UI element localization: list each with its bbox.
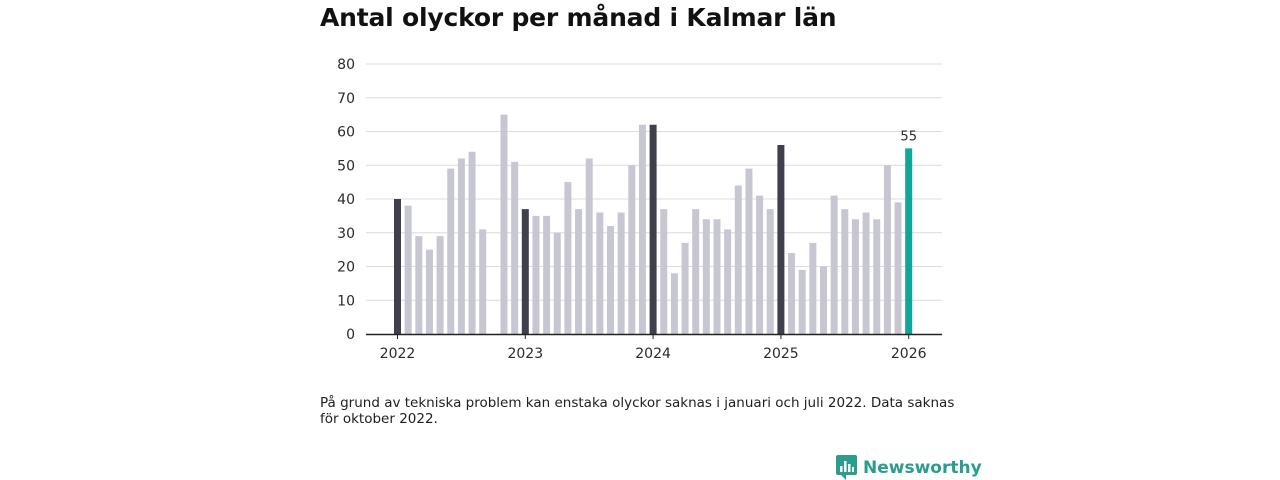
bar-2025-07 [841, 209, 849, 334]
y-axis-ticks: 0 10 20 30 40 50 60 70 80 [337, 57, 355, 343]
bar-2024-10 [745, 168, 753, 334]
bar-2025-05 [820, 266, 827, 334]
bar-2023-06 [575, 209, 583, 334]
data-labels: 55 [900, 129, 917, 144]
newsworthy-logo[interactable]: Newsworthy [836, 455, 982, 480]
y-tick-label: 10 [337, 293, 355, 309]
bar-2022-05 [436, 236, 444, 334]
bar-2024-05 [692, 209, 700, 334]
x-axis: 2022 2023 2024 2025 2026 [366, 333, 942, 362]
bar-2023-07 [585, 158, 593, 334]
y-tick-label: 60 [337, 125, 355, 141]
bar-2024-09 [734, 185, 742, 334]
bars [394, 114, 913, 334]
bar-2025-09 [862, 212, 870, 334]
y-tick-label: 40 [337, 192, 355, 208]
bar-2022-12 [511, 161, 519, 334]
bar-2023-11 [628, 165, 636, 334]
y-tick-label: 20 [337, 260, 355, 276]
bar-2022-07 [457, 158, 465, 334]
bar-2024-06 [702, 219, 710, 334]
bar-2023-12 [638, 124, 646, 334]
bar-2024-04 [681, 242, 689, 334]
bar-2025-01 [777, 145, 785, 334]
bar-2023-04 [553, 232, 561, 334]
bar-2022-06 [447, 168, 455, 334]
bar-2023-10 [617, 212, 625, 334]
bar-2022-11 [500, 114, 508, 334]
bar-2025-10 [873, 219, 881, 334]
y-tick-label: 30 [337, 226, 355, 242]
y-tick-label: 80 [337, 57, 355, 73]
y-tick-label: 50 [337, 158, 355, 174]
bar-2025-06 [830, 195, 838, 334]
bar-2022-08 [468, 151, 476, 334]
bar-2025-04 [809, 242, 817, 334]
x-tick-label: 2023 [507, 346, 543, 362]
bar-2023-05 [564, 182, 572, 334]
footnote: På grund av tekniska problem kan enstaka… [320, 395, 955, 427]
bar-2023-02 [532, 215, 540, 334]
bar-2025-12 [894, 202, 902, 334]
bar-2022-09 [479, 229, 487, 334]
bar-2024-12 [766, 209, 774, 334]
bar-2024-03 [670, 273, 678, 334]
x-tick-label: 2024 [635, 346, 671, 362]
bar-2024-02 [660, 209, 668, 334]
bar-2023-01 [521, 209, 529, 334]
bar-2024-11 [756, 195, 764, 334]
bar-2022-01 [394, 199, 401, 334]
y-tick-label: 70 [337, 91, 355, 107]
x-tick-label: 2026 [891, 346, 927, 362]
bar-2025-08 [851, 219, 859, 334]
bar-2023-09 [607, 226, 614, 334]
bar-2024-08 [724, 229, 732, 334]
newsworthy-logo-icon [836, 455, 857, 480]
chart-title: Antal olyckor per månad i Kalmar län [320, 3, 837, 32]
x-tick-label: 2022 [380, 346, 416, 362]
bar-2023-03 [543, 215, 551, 334]
brand-name: Newsworthy [863, 457, 982, 478]
bar-2025-11 [883, 165, 891, 334]
data-label: 55 [900, 129, 917, 144]
bar-2026-01 [905, 148, 913, 334]
bar-2025-03 [798, 269, 806, 334]
bar-2022-04 [425, 249, 433, 334]
y-tick-label: 0 [346, 327, 355, 343]
bar-2022-02 [404, 205, 412, 334]
bar-2025-02 [788, 253, 796, 334]
bar-2024-07 [713, 219, 721, 334]
x-tick-label: 2025 [763, 346, 799, 362]
bar-2023-08 [596, 212, 604, 334]
bar-2022-03 [415, 236, 423, 334]
bar-2024-01 [649, 124, 657, 334]
